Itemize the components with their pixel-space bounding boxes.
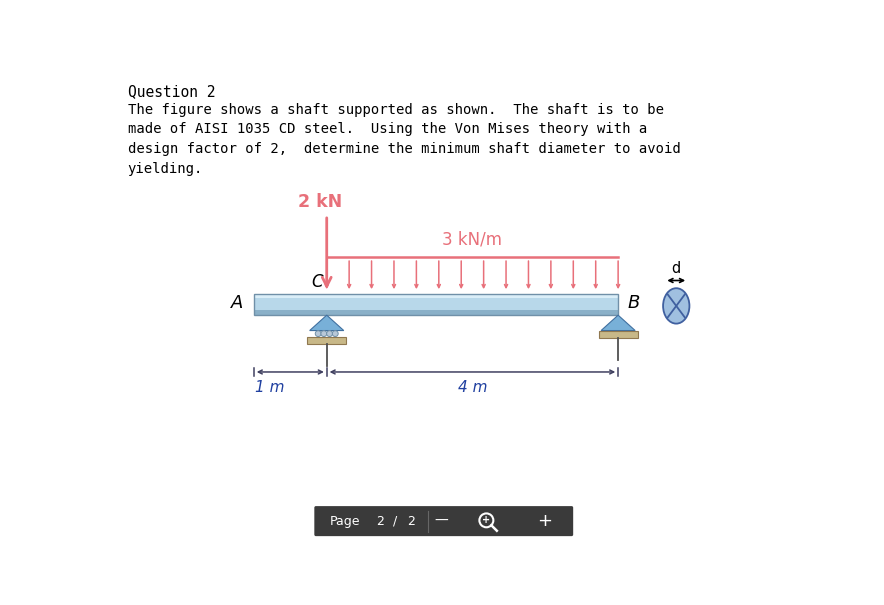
Text: A: A [231,294,243,312]
Text: +: + [483,515,491,525]
Text: B: B [628,294,640,312]
Polygon shape [601,315,636,330]
Text: C: C [311,273,323,291]
Text: 1 m: 1 m [255,380,285,394]
Text: The figure shows a shaft supported as shown.  The shaft is to be
made of AISI 10: The figure shows a shaft supported as sh… [127,103,681,176]
Text: /: / [393,515,398,528]
Text: Page: Page [330,515,361,528]
Bar [254,298,618,310]
Bar [254,310,618,315]
Text: 3 kN/m: 3 kN/m [442,231,502,249]
Circle shape [332,331,339,336]
Circle shape [327,331,332,336]
Bar [598,330,637,338]
Text: —: — [435,514,448,528]
Bar [254,293,618,315]
Bar [254,293,618,298]
FancyBboxPatch shape [315,506,573,536]
Text: Question 2: Question 2 [127,84,215,99]
Text: d: d [672,261,681,276]
Circle shape [316,331,321,336]
Ellipse shape [663,288,690,324]
Polygon shape [309,315,344,330]
Bar [308,336,347,344]
Text: +: + [537,512,552,530]
Text: 2: 2 [377,515,385,528]
Text: 2 kN: 2 kN [299,193,343,211]
Text: 4 m: 4 m [458,380,487,394]
Text: 2: 2 [408,515,415,528]
Circle shape [321,331,327,336]
